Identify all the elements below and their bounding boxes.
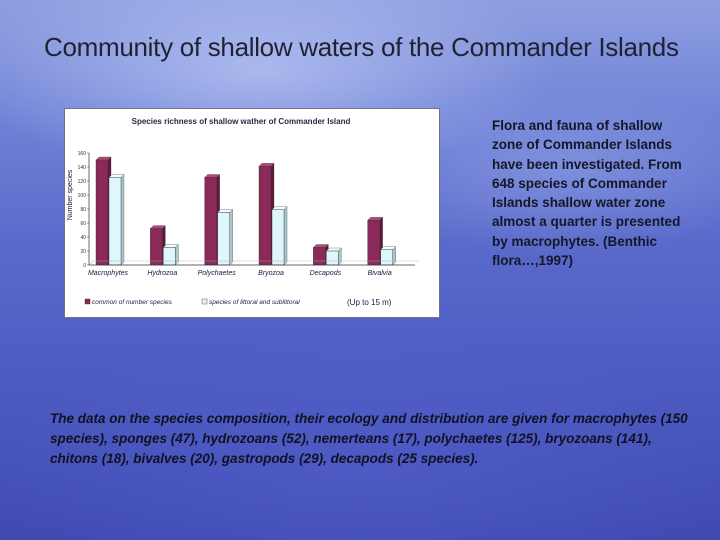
y-tick-label: 140 xyxy=(78,165,87,171)
bar-common-species xyxy=(313,247,326,266)
category-label: Decapods xyxy=(310,270,342,277)
side-description: Flora and fauna of shallow zone of Comma… xyxy=(492,118,682,269)
bar-littoral-species xyxy=(108,177,122,266)
bar-common-species xyxy=(150,228,163,266)
legend-swatch-common xyxy=(84,298,91,305)
bar-side xyxy=(229,209,233,266)
bar-littoral-species xyxy=(271,209,285,266)
category-label: Bryozoa xyxy=(258,270,284,277)
legend: common of number species species of litt… xyxy=(84,298,392,307)
y-tick-label: 20 xyxy=(80,249,86,255)
legend-swatch-littoral xyxy=(201,298,208,305)
bars xyxy=(95,156,397,266)
bar-littoral-species xyxy=(380,249,393,266)
y-ticks: 0 20 40 60 80 100 120 140 160 xyxy=(78,151,89,269)
chart-panel: Species richness of shallow wather of Co… xyxy=(64,108,440,318)
bar-littoral-species xyxy=(163,247,176,266)
y-tick-label: 0 xyxy=(83,263,86,269)
y-tick-label: 60 xyxy=(80,221,86,227)
legend-label-littoral: species of littoral and sublittoral xyxy=(209,299,300,306)
axes xyxy=(88,153,419,266)
y-tick-label: 40 xyxy=(80,235,86,241)
y-tick-label: 80 xyxy=(80,207,86,213)
bar-common-species xyxy=(95,159,109,266)
legend-depth-note: (Up to 15 m) xyxy=(347,298,392,307)
slide-title: Community of shallow waters of the Comma… xyxy=(44,32,679,62)
bar-side xyxy=(283,206,288,266)
bar-common-species xyxy=(367,219,380,266)
y-tick-label: 100 xyxy=(78,193,87,199)
bar-littoral-species xyxy=(217,212,230,266)
y-tick-label: 160 xyxy=(78,151,87,157)
category-label: Macrophytes xyxy=(88,270,129,277)
bar-common-species xyxy=(258,166,272,266)
chart-title: Species richness of shallow wather of Co… xyxy=(132,117,351,126)
category-label: Bivalvia xyxy=(368,270,392,277)
category-label: Polychaetes xyxy=(198,270,237,277)
species-composition-text: The data on the species composition, the… xyxy=(50,411,688,466)
bar-littoral-species xyxy=(326,250,339,266)
species-richness-chart: Species richness of shallow wather of Co… xyxy=(67,117,419,307)
floor-edge xyxy=(88,260,94,266)
bar-common-species xyxy=(204,177,217,266)
category-labels: Macrophytes Hydrozoa Polychaetes Bryozoa Dec… xyxy=(88,270,392,277)
legend-label-common: common of number species xyxy=(92,299,173,306)
bar-side xyxy=(175,244,179,266)
y-axis-label: Number species xyxy=(67,169,74,220)
bar-side xyxy=(120,174,125,266)
category-label: Hydrozoa xyxy=(147,270,177,277)
y-tick-label: 120 xyxy=(78,179,87,185)
